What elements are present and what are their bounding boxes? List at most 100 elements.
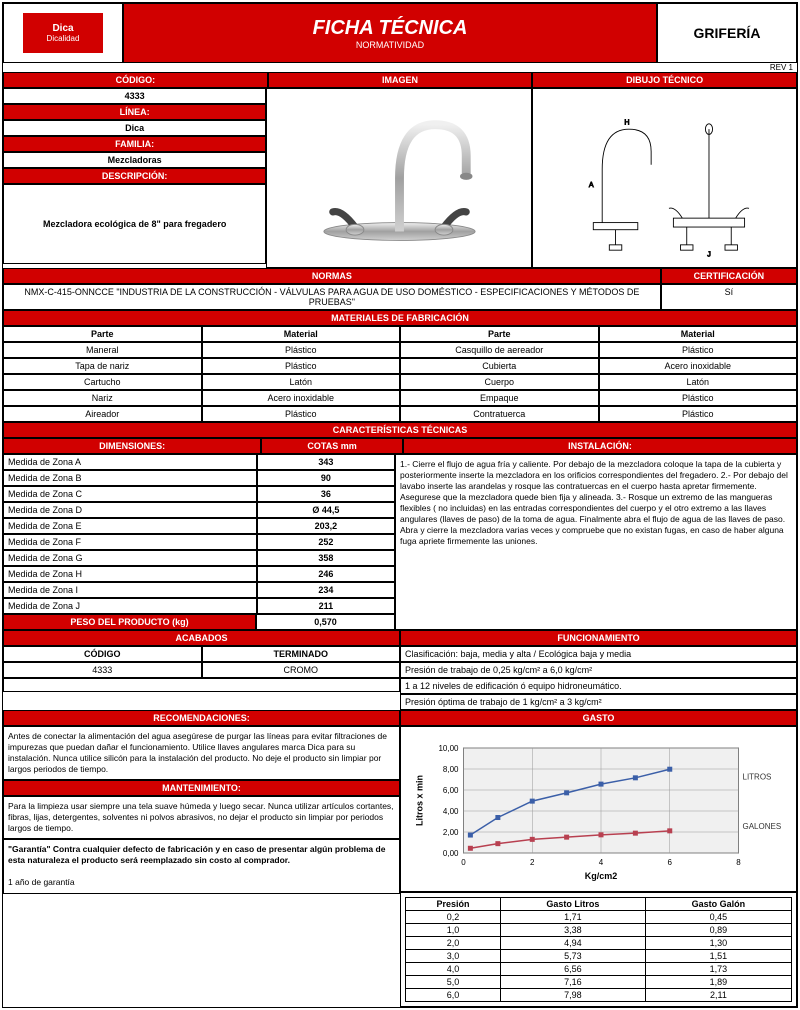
func-line: Presión de trabajo de 0,25 kg/cm² a 6,0 … (400, 662, 797, 678)
table-row: NarizAcero inoxidableEmpaquePlástico (3, 390, 797, 406)
acab-cod: 4333 (3, 662, 202, 678)
hdr-peso: PESO DEL PRODUCTO (kg) (3, 614, 256, 630)
hdr-imagen: IMAGEN (268, 72, 533, 88)
hdr-acabados: ACABADOS (3, 630, 400, 646)
mant-text: Para la limpieza usar siempre una tela s… (3, 796, 400, 839)
linea-val: Dica (3, 120, 266, 136)
hdr-gasto: GASTO (400, 710, 797, 726)
chart-cell: 0,002,004,006,008,0010,0002468LITROSGALO… (400, 726, 797, 892)
mat-rows: ManeralPlásticoCasquillo de aereadorPlás… (3, 342, 797, 422)
svg-text:Kg/cm2: Kg/cm2 (585, 871, 618, 881)
acab-h1: CÓDIGO (3, 646, 202, 662)
category: GRIFERÍA (657, 3, 797, 63)
familia-val: Mezcladoras (3, 152, 266, 168)
svg-text:6: 6 (668, 858, 673, 867)
table-row: CartuchoLatónCuerpoLatón (3, 374, 797, 390)
acab-h2: TERMINADO (202, 646, 401, 662)
hdr-caracteristicas: CARACTERÍSTICAS TÉCNICAS (3, 422, 797, 438)
svg-text:2: 2 (530, 858, 535, 867)
mat-h1: Parte (3, 326, 202, 342)
svg-text:A: A (589, 181, 594, 189)
func-line: 1 a 12 niveles de edificación ó equipo h… (400, 678, 797, 694)
hdr-materiales: MATERIALES DE FABRICACIÓN (3, 310, 797, 326)
table-row: Medida de Zona A343 (3, 454, 395, 470)
svg-text:4: 4 (599, 858, 604, 867)
right-bottom: 0,002,004,006,008,0010,0002468LITROSGALO… (400, 726, 797, 1007)
svg-text:H: H (624, 119, 629, 127)
rec-text: Antes de conectar la alimentación del ag… (3, 726, 400, 780)
svg-text:10,00: 10,00 (438, 744, 459, 753)
svg-text:0: 0 (461, 858, 466, 867)
table-row: Medida de Zona B90 (3, 470, 395, 486)
mat-h3: Parte (400, 326, 599, 342)
svg-text:Litros x min: Litros x min (415, 775, 425, 826)
func-line: Presión óptima de trabajo de 1 kg/cm² a … (400, 694, 797, 710)
table-row: Medida de Zona E203,2 (3, 518, 395, 534)
hdr-dibujo: DIBUJO TÉCNICO (532, 72, 797, 88)
hdr-dim: DIMENSIONES: (3, 438, 261, 454)
acab-col: CÓDIGO TERMINADO 4333 CROMO (3, 646, 400, 710)
svg-text:8: 8 (736, 858, 741, 867)
table-row: Medida de Zona J211 (3, 598, 395, 614)
faucet-photo-svg (281, 98, 518, 258)
mat-h2: Material (202, 326, 401, 342)
carac-body: Medida de Zona A343Medida de Zona B90 Med… (3, 454, 797, 630)
svg-text:2,00: 2,00 (443, 828, 459, 837)
acab-hdr: ACABADOS FUNCIONAMIENTO (3, 630, 797, 646)
svg-text:0,00: 0,00 (443, 849, 459, 858)
svg-text:4,00: 4,00 (443, 807, 459, 816)
rec-hdr: RECOMENDACIONES: GASTO (3, 710, 797, 726)
table-row: 3,05,731,51 (406, 950, 792, 963)
doc-title: FICHA TÉCNICA (313, 17, 468, 40)
dim-col: Medida de Zona A343Medida de Zona B90 Med… (3, 454, 395, 630)
svg-text:J: J (707, 250, 711, 258)
rev: REV 1 (3, 63, 797, 72)
instal-text: 1.- Cierre el flujo de agua fría y calie… (395, 454, 797, 630)
table-row: Tapa de narizPlásticoCubiertaAcero inoxi… (3, 358, 797, 374)
table-row: Medida de Zona F252 (3, 534, 395, 550)
table-row: 2,04,941,30 (406, 937, 792, 950)
table-row: Medida de Zona G358 (3, 550, 395, 566)
hdr-mant: MANTENIMIENTO: (3, 780, 400, 796)
gasto-table: Presión Gasto Litros Gasto Galón 0,21,71… (405, 897, 792, 1002)
page: Dica Dicalidad FICHA TÉCNICA NORMATIVIDA… (2, 2, 798, 1008)
logo: Dica Dicalidad (23, 13, 103, 53)
hdr-cotas: COTAS mm (261, 438, 403, 454)
rec-body: Antes de conectar la alimentación del ag… (3, 726, 797, 1007)
hdr-linea: LÍNEA: (3, 104, 266, 120)
garantia2: 1 año de garantía (8, 877, 75, 887)
logo-top: Dica (52, 23, 73, 34)
codigo-val: 4333 (3, 88, 266, 104)
svg-text:8,00: 8,00 (443, 765, 459, 774)
func-col: Clasificación: baja, media y alta / Ecol… (400, 646, 797, 710)
hdr-familia: FAMILIA: (3, 136, 266, 152)
doc-subtitle: NORMATIVIDAD (356, 40, 424, 50)
table-row: Medida de Zona I234 (3, 582, 395, 598)
table-row: 5,07,161,89 (406, 976, 792, 989)
table-row: 6,07,982,11 (406, 989, 792, 1002)
gasto-table-cell: Presión Gasto Litros Gasto Galón 0,21,71… (400, 892, 797, 1007)
table-row: 0,21,710,45 (406, 911, 792, 924)
logo-bottom: Dicalidad (47, 34, 80, 43)
hdr-cert: CERTIFICACIÓN (661, 268, 797, 284)
descripcion-val: Mezcladora ecológica de 8" para fregader… (3, 184, 266, 264)
hdr-instal: INSTALACIÓN: (403, 438, 797, 454)
table-row: AireadorPlásticoContratuercaPlástico (3, 406, 797, 422)
normas-hdr-row: NORMAS CERTIFICACIÓN (3, 268, 797, 284)
table-row: ManeralPlásticoCasquillo de aereadorPlás… (3, 342, 797, 358)
table-row: 1,03,380,89 (406, 924, 792, 937)
table-row: 4,06,561,73 (406, 963, 792, 976)
garantia: "Garantía" Contra cualquier defecto de f… (8, 844, 385, 865)
main-images-row: 4333 LÍNEA: Dica FAMILIA: Mezcladoras DE… (3, 88, 797, 268)
top-header: Dica Dicalidad FICHA TÉCNICA NORMATIVIDA… (3, 3, 797, 63)
tech-drawing-svg: A H J (546, 98, 783, 258)
gt-h3: Gasto Galón (645, 898, 791, 911)
mat-hdr: Parte Material Parte Material (3, 326, 797, 342)
gt-h1: Presión (406, 898, 501, 911)
acab-term: CROMO (202, 662, 401, 678)
acab-body: CÓDIGO TERMINADO 4333 CROMO Clasificació… (3, 646, 797, 710)
hdr-normas: NORMAS (3, 268, 661, 284)
svg-text:GALONES: GALONES (743, 822, 782, 831)
gt-h2: Gasto Litros (500, 898, 645, 911)
img-header-row: CÓDIGO: IMAGEN DIBUJO TÉCNICO (3, 72, 797, 88)
